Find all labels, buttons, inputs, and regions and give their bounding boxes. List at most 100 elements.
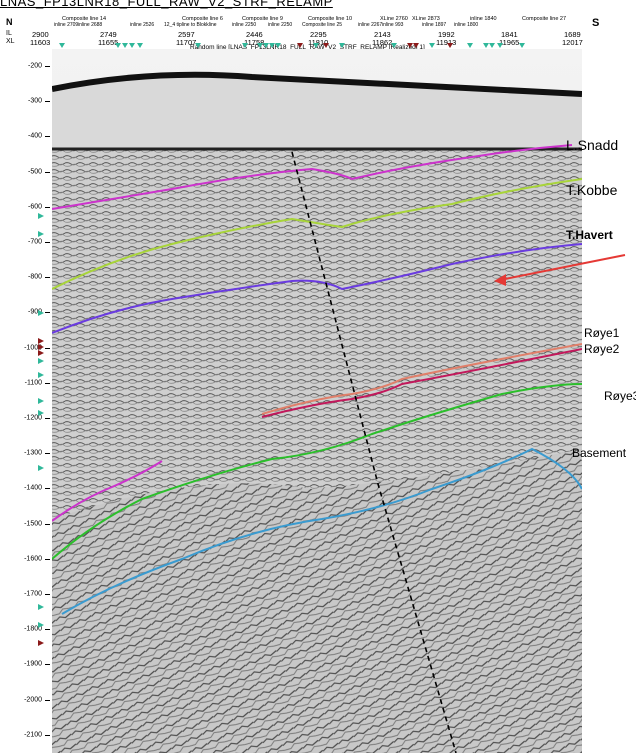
depth-tick-label: -2000 [24, 696, 42, 704]
sub-label: inline 2526 [130, 22, 155, 28]
marker-triangle-icon [391, 43, 397, 48]
il-value: 2143 [374, 30, 391, 39]
horizon-label: L.Snadd [566, 137, 619, 153]
sub-label: inline 2688 [78, 22, 103, 28]
side-marker-icon [38, 465, 44, 471]
arrow-head-icon [494, 274, 506, 286]
marker-triangle-icon [129, 43, 135, 48]
marker-triangle-icon [407, 43, 413, 48]
side-marker-icon [38, 372, 44, 378]
il-value: 2900 [32, 30, 49, 39]
sub-label: inline 2267 [358, 22, 383, 28]
horizon-l-snadd [52, 144, 573, 210]
horizon-label: Røye3 [604, 389, 636, 403]
il-value: 1841 [501, 30, 518, 39]
random-line-label: Random line [LNAS_FP13LNR18_FULL_RAW_V2_… [190, 44, 425, 51]
horizon-label: Røye2 [584, 342, 620, 356]
il-value: 1689 [564, 30, 581, 39]
depth-tick [45, 136, 50, 138]
marker-triangle-icon [297, 43, 303, 48]
marker-triangle-icon [59, 43, 65, 48]
marker-triangle-icon [242, 43, 248, 48]
side-marker-icon [38, 622, 44, 628]
depth-tick [45, 206, 50, 208]
il-value: 2446 [246, 30, 263, 39]
basement-reflectors [52, 449, 582, 753]
depth-tick-label: -1600 [24, 555, 42, 563]
south-label: S [592, 17, 600, 29]
depth-tick [45, 418, 50, 419]
depth-tick [45, 242, 50, 243]
il-value: 2597 [178, 30, 195, 39]
xl-value: 11965 [499, 38, 520, 47]
marker-triangle-icon [275, 43, 281, 48]
section-title: LNAS_FP13LNR18_FULL_RAW_V2_STRF_RELAMP [0, 0, 333, 9]
side-marker-icon [38, 338, 44, 344]
xl-value: 11810 [308, 38, 329, 47]
depth-tick [45, 171, 50, 173]
marker-triangle-icon [263, 43, 269, 48]
seismic-section [52, 49, 582, 753]
depth-tick-label: -1900 [24, 660, 42, 668]
composite-label: XLine 2873 [412, 16, 440, 22]
xl-value: 11603 [30, 38, 51, 47]
xl-value: 11758 [244, 38, 265, 47]
il-label: IL [6, 30, 12, 37]
side-marker-icon [38, 410, 44, 416]
marker-triangle-icon [483, 43, 489, 48]
horizon-t-havert [52, 243, 582, 334]
marker-triangle-icon [195, 43, 201, 48]
marker-triangle-icon [429, 43, 435, 48]
sub-label: 12_4 tipline to Blokkline [164, 22, 217, 28]
depth-tick [45, 101, 50, 103]
depth-axis: -200 -300 -400 -500 -600 -700 -800 -900 -1000 -11… [0, 49, 52, 753]
side-marker-icon [38, 358, 44, 364]
xl-value: 11655 [98, 38, 119, 47]
marker-triangle-icon [519, 43, 525, 48]
depth-tick-label: -1200 [24, 414, 42, 422]
depth-tick [45, 734, 50, 736]
composite-label: Composite line 14 [62, 16, 107, 22]
marker-triangle-icon [313, 43, 319, 48]
depth-tick-label: -1300 [24, 449, 42, 457]
il-value: 2749 [100, 30, 117, 39]
sub-label: inline 993 [382, 22, 404, 28]
side-marker-icon [38, 604, 44, 610]
depth-tick-label: -200 [27, 62, 42, 70]
marker-triangle-icon [489, 43, 495, 48]
composite-label: Composite line 9 [242, 16, 283, 22]
xl-value: 11707 [176, 38, 197, 47]
side-marker-icon [38, 310, 44, 316]
arrow-shaft [499, 254, 626, 281]
depth-tick-label: -900 [27, 308, 42, 316]
sub-label: inline 1800 [454, 22, 479, 28]
horizon-r-ye1 [261, 343, 582, 415]
composite-label: XLine 2760 [380, 16, 408, 22]
depth-tick-label: -1100 [24, 379, 42, 387]
horizon-t-kobbe [52, 178, 582, 290]
depth-tick [45, 594, 50, 595]
north-label: N [6, 17, 13, 27]
marker-triangle-icon [467, 43, 473, 48]
section-header: LNAS_FP13LNR18_FULL_RAW_V2_STRF_RELAMP N… [0, 0, 636, 51]
side-marker-icon [38, 398, 44, 404]
sub-label: inline 1897 [422, 22, 447, 28]
horizon-label: T.Kobbe [566, 182, 618, 198]
depth-tick-label: -500 [27, 168, 42, 176]
composite-label: Composite line 6 [182, 16, 223, 22]
depth-tick [45, 347, 50, 349]
marker-triangle-icon [339, 43, 345, 48]
depth-tick [45, 523, 50, 525]
horizon-r-ye3 [52, 383, 582, 560]
composite-label: Composite line 27 [522, 16, 567, 22]
seafloor-reflector [52, 71, 582, 97]
horizon-segment-lower [52, 460, 163, 522]
side-marker-icon [38, 344, 44, 350]
side-marker-icon [38, 231, 44, 237]
sub-label: inline 2709 [54, 22, 79, 28]
horizon-label: Basement [572, 446, 627, 460]
horizon-basement [61, 447, 582, 615]
sub-label: inline 2250 [268, 22, 293, 28]
side-marker-icon [38, 350, 44, 356]
depth-tick [45, 699, 50, 701]
